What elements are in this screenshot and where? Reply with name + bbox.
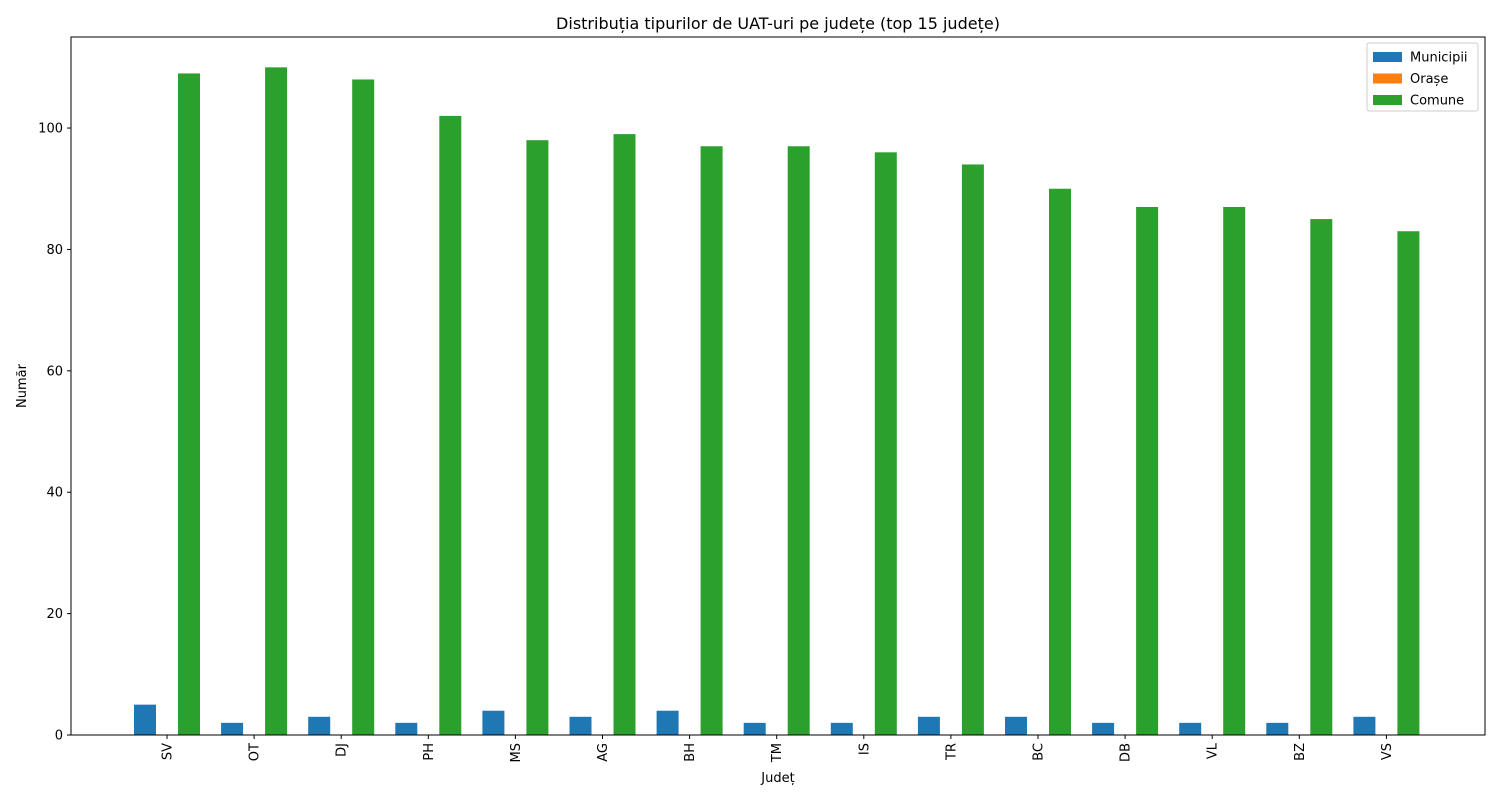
bar-municipii-bh <box>656 710 679 735</box>
y-tick-label: 80 <box>46 243 63 258</box>
bar-municipii-db <box>1092 722 1115 735</box>
bar-municipii-ag <box>569 716 592 735</box>
x-tick-label-bc: BC <box>1032 743 1047 761</box>
y-axis-label: Număr <box>15 363 30 408</box>
bar-comune-tm <box>787 146 810 735</box>
legend: Municipii Orașe Comune <box>1366 42 1479 112</box>
bar-comune-db <box>1136 206 1159 735</box>
bar-comune-tr <box>961 164 984 735</box>
legend-swatch-municipii <box>1373 52 1402 62</box>
x-tick-label-ms: MS <box>509 743 524 762</box>
y-tick-label: 40 <box>46 486 63 501</box>
bar-comune-vl <box>1223 206 1246 735</box>
x-axis-label: Județ <box>760 771 794 786</box>
bar-municipii-ot <box>221 722 244 735</box>
x-tick-label-ot: OT <box>248 743 263 761</box>
x-tick-label-bh: BH <box>683 743 698 762</box>
bar-comune-sv <box>178 73 200 736</box>
legend-swatch-orașe <box>1373 73 1402 84</box>
bar-municipii-tm <box>743 722 766 735</box>
x-tick-label-tr: TR <box>944 743 959 761</box>
bar-comune-ot <box>265 67 288 736</box>
bar-comune-ms <box>526 140 549 735</box>
y-tick-label: 60 <box>46 364 63 379</box>
y-tick-label: 20 <box>46 607 63 622</box>
legend-label-comune: Comune <box>1410 94 1464 109</box>
x-tick-label-bz: BZ <box>1293 743 1308 761</box>
bar-municipii-tr <box>917 716 940 735</box>
bar-comune-bc <box>1049 188 1071 736</box>
bar-comune-ag <box>613 134 636 736</box>
x-tick-label-ag: AG <box>596 743 611 762</box>
plot-area: 0 20 40 60 80 100 SV OT DJ PH MS AG BH TM IS TR BC DB VL BZ… <box>38 36 1486 763</box>
bar-comune-bz <box>1310 219 1333 736</box>
bar-municipii-ph <box>395 722 418 735</box>
x-tick-label-dj: DJ <box>335 743 350 757</box>
bar-comune-dj <box>352 79 375 736</box>
y-tick-label: 0 <box>55 729 63 744</box>
legend-label-orașe: Orașe <box>1410 72 1448 87</box>
x-tick-label-tm: TM <box>770 743 785 763</box>
legend-swatch-comune <box>1373 95 1402 105</box>
bar-municipii-dj <box>308 716 331 735</box>
bar-municipii-vs <box>1353 716 1376 735</box>
bar-municipii-is <box>830 722 853 735</box>
bar-comune-bh <box>700 146 723 735</box>
bar-municipii-bc <box>1005 716 1027 735</box>
bar-comune-ph <box>439 115 462 735</box>
bar-municipii-ms <box>482 710 505 735</box>
legend-label-municipii: Municipii <box>1410 51 1468 66</box>
x-tick-label-is: IS <box>857 743 872 755</box>
bar-municipii-bz <box>1266 722 1289 735</box>
bar-municipii-sv <box>134 704 156 735</box>
x-tick-label-sv: SV <box>161 743 176 760</box>
y-tick-label: 100 <box>38 122 63 137</box>
axes-frame <box>70 36 1486 736</box>
x-tick-label-vs: VS <box>1380 743 1395 760</box>
chart-title: Distribuția tipurilor de UAT-uri pe jude… <box>556 14 1000 33</box>
bar-municipii-vl <box>1179 722 1202 735</box>
bar-comune-vs <box>1397 231 1420 736</box>
bar-comune-is <box>874 152 897 735</box>
x-tick-label-db: DB <box>1119 743 1134 762</box>
x-tick-label-ph: PH <box>422 743 437 761</box>
x-tick-label-vl: VL <box>1206 742 1221 759</box>
